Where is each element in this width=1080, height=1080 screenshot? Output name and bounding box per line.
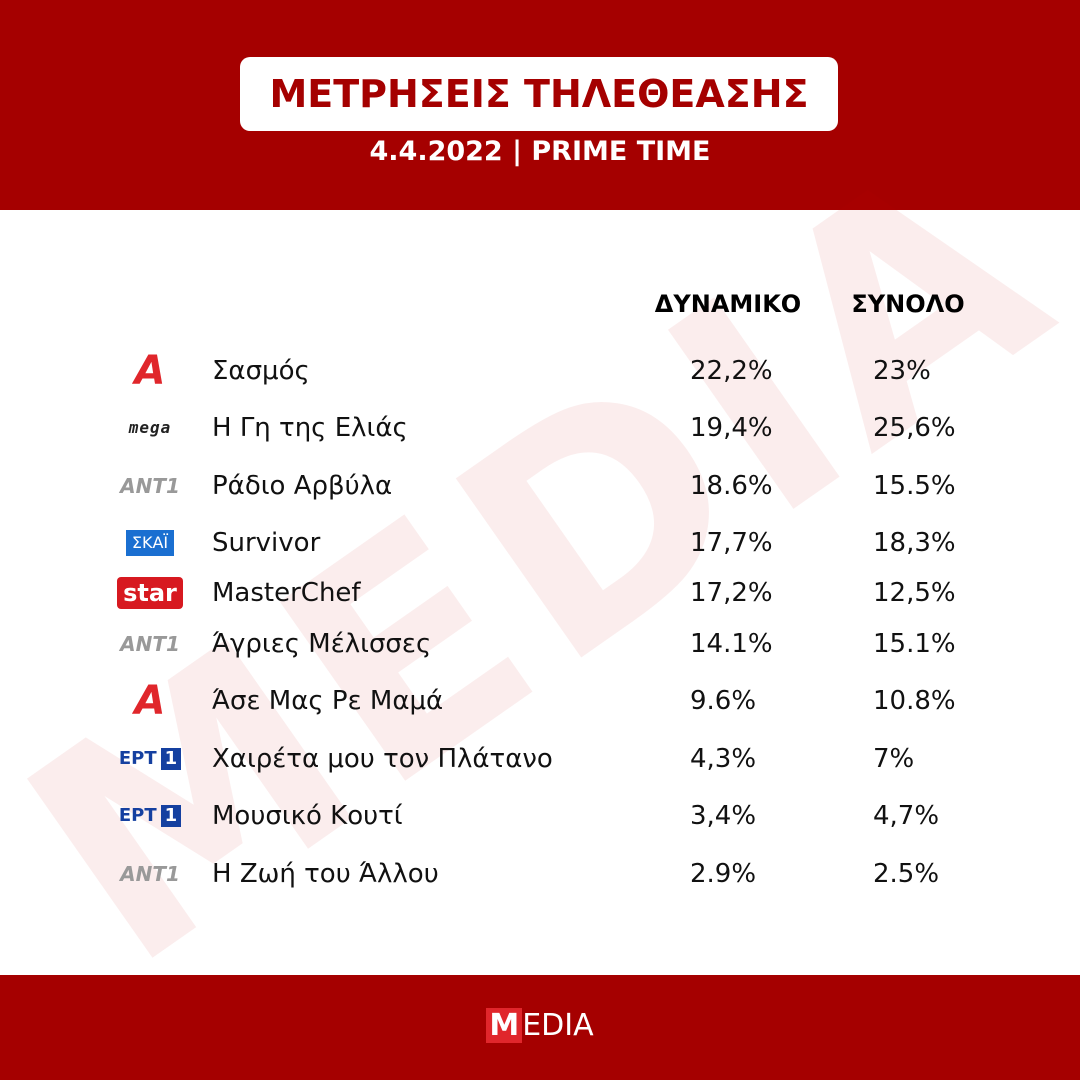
total: 4,7%	[873, 801, 940, 831]
logo-text: Α	[134, 678, 166, 724]
dynamic: 18.6%	[690, 471, 773, 501]
total: 12,5%	[873, 578, 956, 608]
channel-logo: Α	[112, 351, 188, 391]
logo-text: Α	[134, 348, 166, 394]
table-row: mega Η Γη της Ελιάς 19,4% 25,6%	[0, 408, 1080, 448]
program: Μουσικό Κουτί	[212, 801, 403, 831]
table-row: ANT1 Άγριες Μέλισσες 14.1% 15.1%	[0, 624, 1080, 664]
program: Η Ζωή του Άλλου	[212, 859, 439, 889]
dynamic: 4,3%	[690, 744, 757, 774]
program: Χαιρέτα μου τον Πλάτανο	[212, 744, 553, 774]
dynamic: 19,4%	[690, 413, 773, 443]
channel-logo: ΕΡΤ 1	[112, 739, 188, 779]
footer-brand: M EDIA	[0, 1008, 1080, 1043]
table-row: ΕΡΤ 1 Χαιρέτα μου τον Πλάτανο 4,3% 7%	[0, 739, 1080, 779]
logo-text: ΣΚΑΪ	[125, 530, 175, 556]
logo-badge: 1	[160, 748, 182, 770]
logo-text: mega	[128, 418, 172, 437]
brand-m: M	[486, 1008, 523, 1043]
program: Άγριες Μέλισσες	[212, 629, 432, 659]
table-row: star MasterChef 17,2% 12,5%	[0, 573, 1080, 613]
program: Survivor	[212, 528, 321, 558]
dynamic: 9.6%	[690, 686, 757, 716]
table-row: ΕΡΤ 1 Μουσικό Κουτί 3,4% 4,7%	[0, 796, 1080, 836]
dynamic: 3,4%	[690, 801, 757, 831]
channel-logo: star	[112, 573, 188, 613]
channel-logo: ΕΡΤ 1	[112, 796, 188, 836]
logo-text: ΕΡΤ	[118, 805, 157, 826]
brand-rest: EDIA	[522, 1008, 594, 1043]
channel-logo: ANT1	[112, 466, 188, 506]
table-row: ΣΚΑΪ Survivor 17,7% 18,3%	[0, 523, 1080, 563]
logo-badge: 1	[160, 805, 182, 827]
column-header: ΔΥΝΑΜΙΚΟ	[654, 290, 802, 318]
subtitle: 4.4.2022 | PRIME TIME	[369, 136, 711, 167]
total: 18,3%	[873, 528, 956, 558]
table-row: Α Άσε Μας Ρε Μαμά 9.6% 10.8%	[0, 681, 1080, 721]
channel-logo: Α	[112, 681, 188, 721]
total: 7%	[873, 744, 915, 774]
logo-text: ΕΡΤ	[118, 748, 157, 769]
dynamic: 22,2%	[690, 356, 773, 386]
total: 25,6%	[873, 413, 956, 443]
total: 15.1%	[873, 629, 956, 659]
logo-text: star	[117, 577, 183, 609]
program: Σασμός	[212, 356, 310, 386]
channel-logo: mega	[112, 408, 188, 448]
title-box: ΜΕΤΡΗΣΕΙΣ ΤΗΛΕΘΕΑΣΗΣ	[240, 57, 838, 131]
channel-logo: ANT1	[112, 854, 188, 894]
channel-logo: ANT1	[112, 624, 188, 664]
table-row: ANT1 Ράδιο Αρβύλα 18.6% 15.5%	[0, 466, 1080, 506]
program: Άσε Μας Ρε Μαμά	[212, 686, 444, 716]
total: 15.5%	[873, 471, 956, 501]
table-row: Α Σασμός 22,2% 23%	[0, 351, 1080, 391]
title: ΜΕΤΡΗΣΕΙΣ ΤΗΛΕΘΕΑΣΗΣ	[269, 72, 809, 116]
footer-band	[0, 975, 1080, 1080]
program: Η Γη της Ελιάς	[212, 413, 408, 443]
dynamic: 14.1%	[690, 629, 773, 659]
total: 2.5%	[873, 859, 940, 889]
total: 10.8%	[873, 686, 956, 716]
dynamic: 17,7%	[690, 528, 773, 558]
dynamic: 2.9%	[690, 859, 757, 889]
logo-text: ANT1	[120, 474, 180, 498]
dynamic: 17,2%	[690, 578, 773, 608]
channel-logo: ΣΚΑΪ	[112, 523, 188, 563]
logo-text: ANT1	[120, 632, 180, 656]
program: Ράδιο Αρβύλα	[212, 471, 393, 501]
column-header: ΣΥΝΟΛΟ	[851, 290, 965, 318]
logo-text: ANT1	[120, 862, 180, 886]
program: MasterChef	[212, 578, 361, 608]
total: 23%	[873, 356, 931, 386]
table-row: ANT1 Η Ζωή του Άλλου 2.9% 2.5%	[0, 854, 1080, 894]
